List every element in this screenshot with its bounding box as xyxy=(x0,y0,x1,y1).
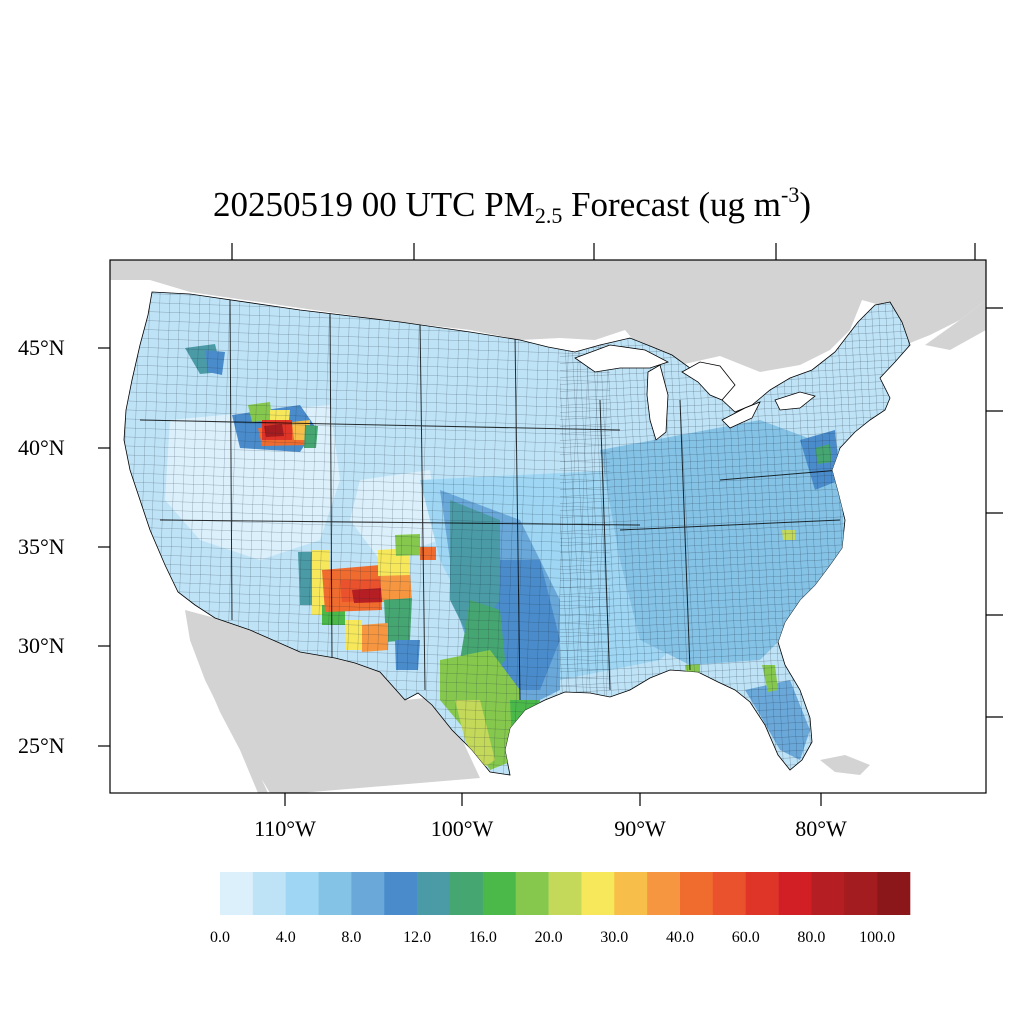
lon-label-80w: 80°W xyxy=(795,816,847,841)
colorbar-label: 4.0 xyxy=(275,929,296,946)
map-title: 20250519 00 UTC PM2.5 Forecast (ug m-3) xyxy=(212,182,812,228)
map-frame xyxy=(109,259,987,794)
colorbar-box xyxy=(285,872,319,915)
lon-label-90w: 90°W xyxy=(614,816,666,841)
axis-ticks xyxy=(98,243,1003,806)
colorbar xyxy=(220,872,911,915)
baja-peninsula xyxy=(190,625,268,793)
colorbar-box xyxy=(384,872,418,915)
colorbar-box xyxy=(877,872,911,915)
colorbar-label: 60.0 xyxy=(731,929,760,946)
colorbar-box xyxy=(548,872,582,915)
colorbar-box xyxy=(318,872,352,915)
colorbar-box xyxy=(680,872,714,915)
colorbar-box xyxy=(712,872,747,915)
colorbar-label: 30.0 xyxy=(600,929,629,946)
colorbar-box xyxy=(844,872,878,915)
lat-label-35n: 35°N xyxy=(18,534,65,559)
lon-label-110w: 110°W xyxy=(254,816,316,841)
lat-label-45n: 45°N xyxy=(18,335,65,360)
great-lakes xyxy=(574,344,816,441)
canada-land xyxy=(110,260,986,372)
colorbar-box xyxy=(482,872,517,915)
nova-scotia xyxy=(925,300,986,350)
colorbar-label: 100.0 xyxy=(859,929,896,946)
colorbar-box xyxy=(417,872,451,915)
colorbar-box xyxy=(745,872,779,915)
colorbar-box xyxy=(647,872,681,915)
colorbar-box xyxy=(450,872,484,915)
map-panel xyxy=(110,260,986,793)
colorbar-label: 12.0 xyxy=(403,929,432,946)
lon-label-100w: 100°W xyxy=(430,816,494,841)
colorbar-label: 20.0 xyxy=(534,929,563,946)
colorbar-box xyxy=(614,872,648,915)
colorbar-label: 0.0 xyxy=(210,929,230,946)
colorbar-label: 16.0 xyxy=(468,929,497,946)
lat-label-25n: 25°N xyxy=(18,733,65,758)
mexico-land xyxy=(185,610,480,793)
colorbar-label: 40.0 xyxy=(666,929,694,946)
colorbar-label: 80.0 xyxy=(797,929,826,946)
colorbar-box xyxy=(778,872,812,915)
colorbar-box xyxy=(252,872,287,915)
lat-label-40n: 40°N xyxy=(18,435,65,460)
colorbar-box xyxy=(515,872,549,915)
colorbar-box xyxy=(220,872,254,915)
colorbar-label: 8.0 xyxy=(341,929,362,946)
colorbar-box xyxy=(581,872,615,915)
lat-label-30n: 30°N xyxy=(18,633,65,658)
cuba-land xyxy=(820,755,870,775)
colorbar-box xyxy=(351,872,385,915)
colorbar-box xyxy=(811,872,845,915)
